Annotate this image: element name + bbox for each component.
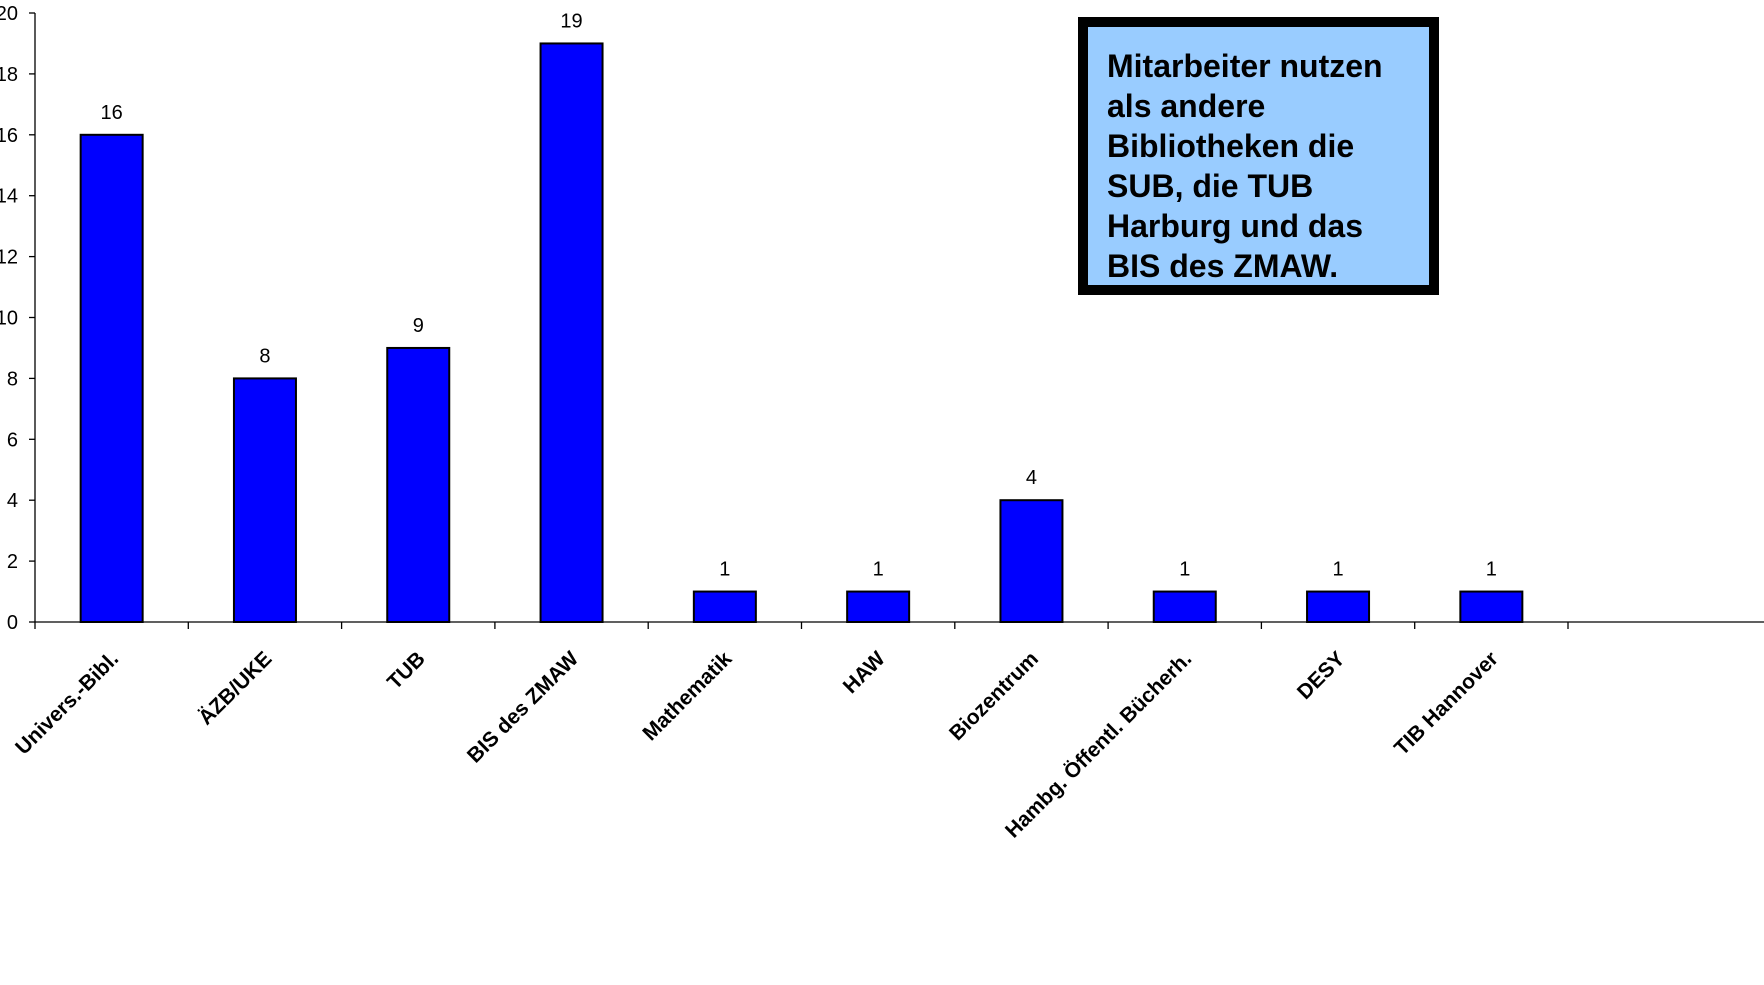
bar [1306, 590, 1371, 623]
data-label: 1 [719, 559, 730, 581]
data-label: 1 [1486, 559, 1497, 581]
category-labels: Univers.-Bibl. ÄZB/UKE TUB BIS des ZMAW Math… [11, 647, 1503, 843]
y-tick-label: 18 [0, 64, 18, 86]
category-label: HAW [839, 647, 890, 698]
category-label: Hambg. Öffentl. Bücherh. [1001, 647, 1196, 842]
bar [79, 133, 144, 624]
y-tick-label: 2 [7, 551, 18, 573]
bar [232, 377, 297, 623]
data-labels: 16 8 9 19 1 1 4 1 1 1 [101, 10, 1497, 580]
bar [386, 346, 451, 623]
data-label: 4 [1026, 467, 1037, 489]
annotation-box: Mitarbeiter nutzen als andere Bibliothek… [1078, 17, 1439, 295]
y-tick-label: 16 [0, 125, 18, 147]
bar [1152, 590, 1217, 623]
y-tick-label: 20 [0, 3, 18, 25]
data-label: 1 [873, 559, 884, 581]
y-axis: 0 2 4 6 8 10 12 14 16 18 20 [0, 3, 36, 634]
data-label: 16 [101, 102, 123, 124]
data-label: 1 [1332, 559, 1343, 581]
bars [79, 42, 1524, 624]
y-tick-label: 14 [0, 186, 18, 208]
bar [846, 590, 911, 623]
y-tick-label: 4 [7, 490, 18, 512]
annotation-text: Mitarbeiter nutzen als andere Bibliothek… [1107, 48, 1383, 284]
category-label: ÄZB/UKE [194, 647, 276, 729]
bar [539, 42, 604, 623]
y-tick-label: 10 [0, 308, 18, 330]
bar [999, 499, 1064, 624]
bar [1459, 590, 1524, 623]
y-tick-label: 8 [7, 368, 18, 390]
category-label: TUB [383, 647, 430, 694]
y-tick-label: 12 [0, 247, 18, 269]
bar [692, 590, 757, 623]
category-label: Biozentrum [945, 647, 1043, 745]
x-axis [34, 621, 1764, 629]
category-label: DESY [1293, 647, 1350, 704]
y-tick-label: 0 [7, 612, 18, 634]
category-label: TIB Hannover [1390, 647, 1503, 760]
category-label: Mathematik [638, 647, 736, 745]
data-label: 19 [560, 10, 582, 32]
category-label: Univers.-Bibl. [11, 647, 123, 759]
category-label: BIS des ZMAW [463, 647, 583, 767]
data-label: 8 [259, 345, 270, 367]
data-label: 9 [413, 315, 424, 337]
data-label: 1 [1179, 559, 1190, 581]
y-tick-label: 6 [7, 429, 18, 451]
